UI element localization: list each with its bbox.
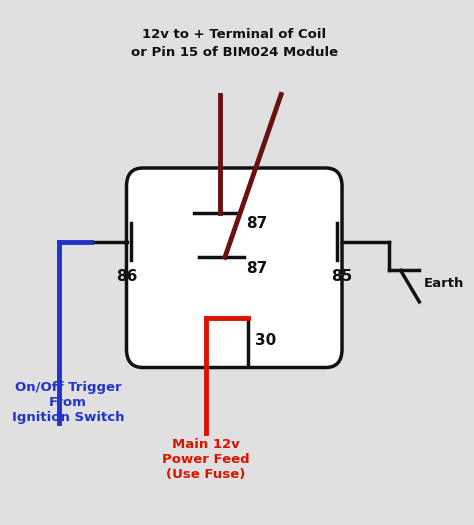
Text: 30: 30 — [255, 333, 277, 349]
Text: Main 12v
Power Feed
(Use Fuse): Main 12v Power Feed (Use Fuse) — [162, 438, 250, 481]
Text: Earth: Earth — [424, 277, 465, 290]
Text: 86: 86 — [116, 269, 137, 284]
Text: 87: 87 — [246, 261, 267, 276]
Text: On/Off Trigger
From
Ignition Switch: On/Off Trigger From Ignition Switch — [12, 381, 124, 424]
Text: 12v to + Terminal of Coil: 12v to + Terminal of Coil — [142, 28, 326, 40]
Text: or Pin 15 of BIM024 Module: or Pin 15 of BIM024 Module — [131, 46, 338, 59]
Text: 85: 85 — [331, 269, 353, 284]
FancyBboxPatch shape — [127, 168, 342, 368]
Text: 87: 87 — [246, 216, 267, 232]
